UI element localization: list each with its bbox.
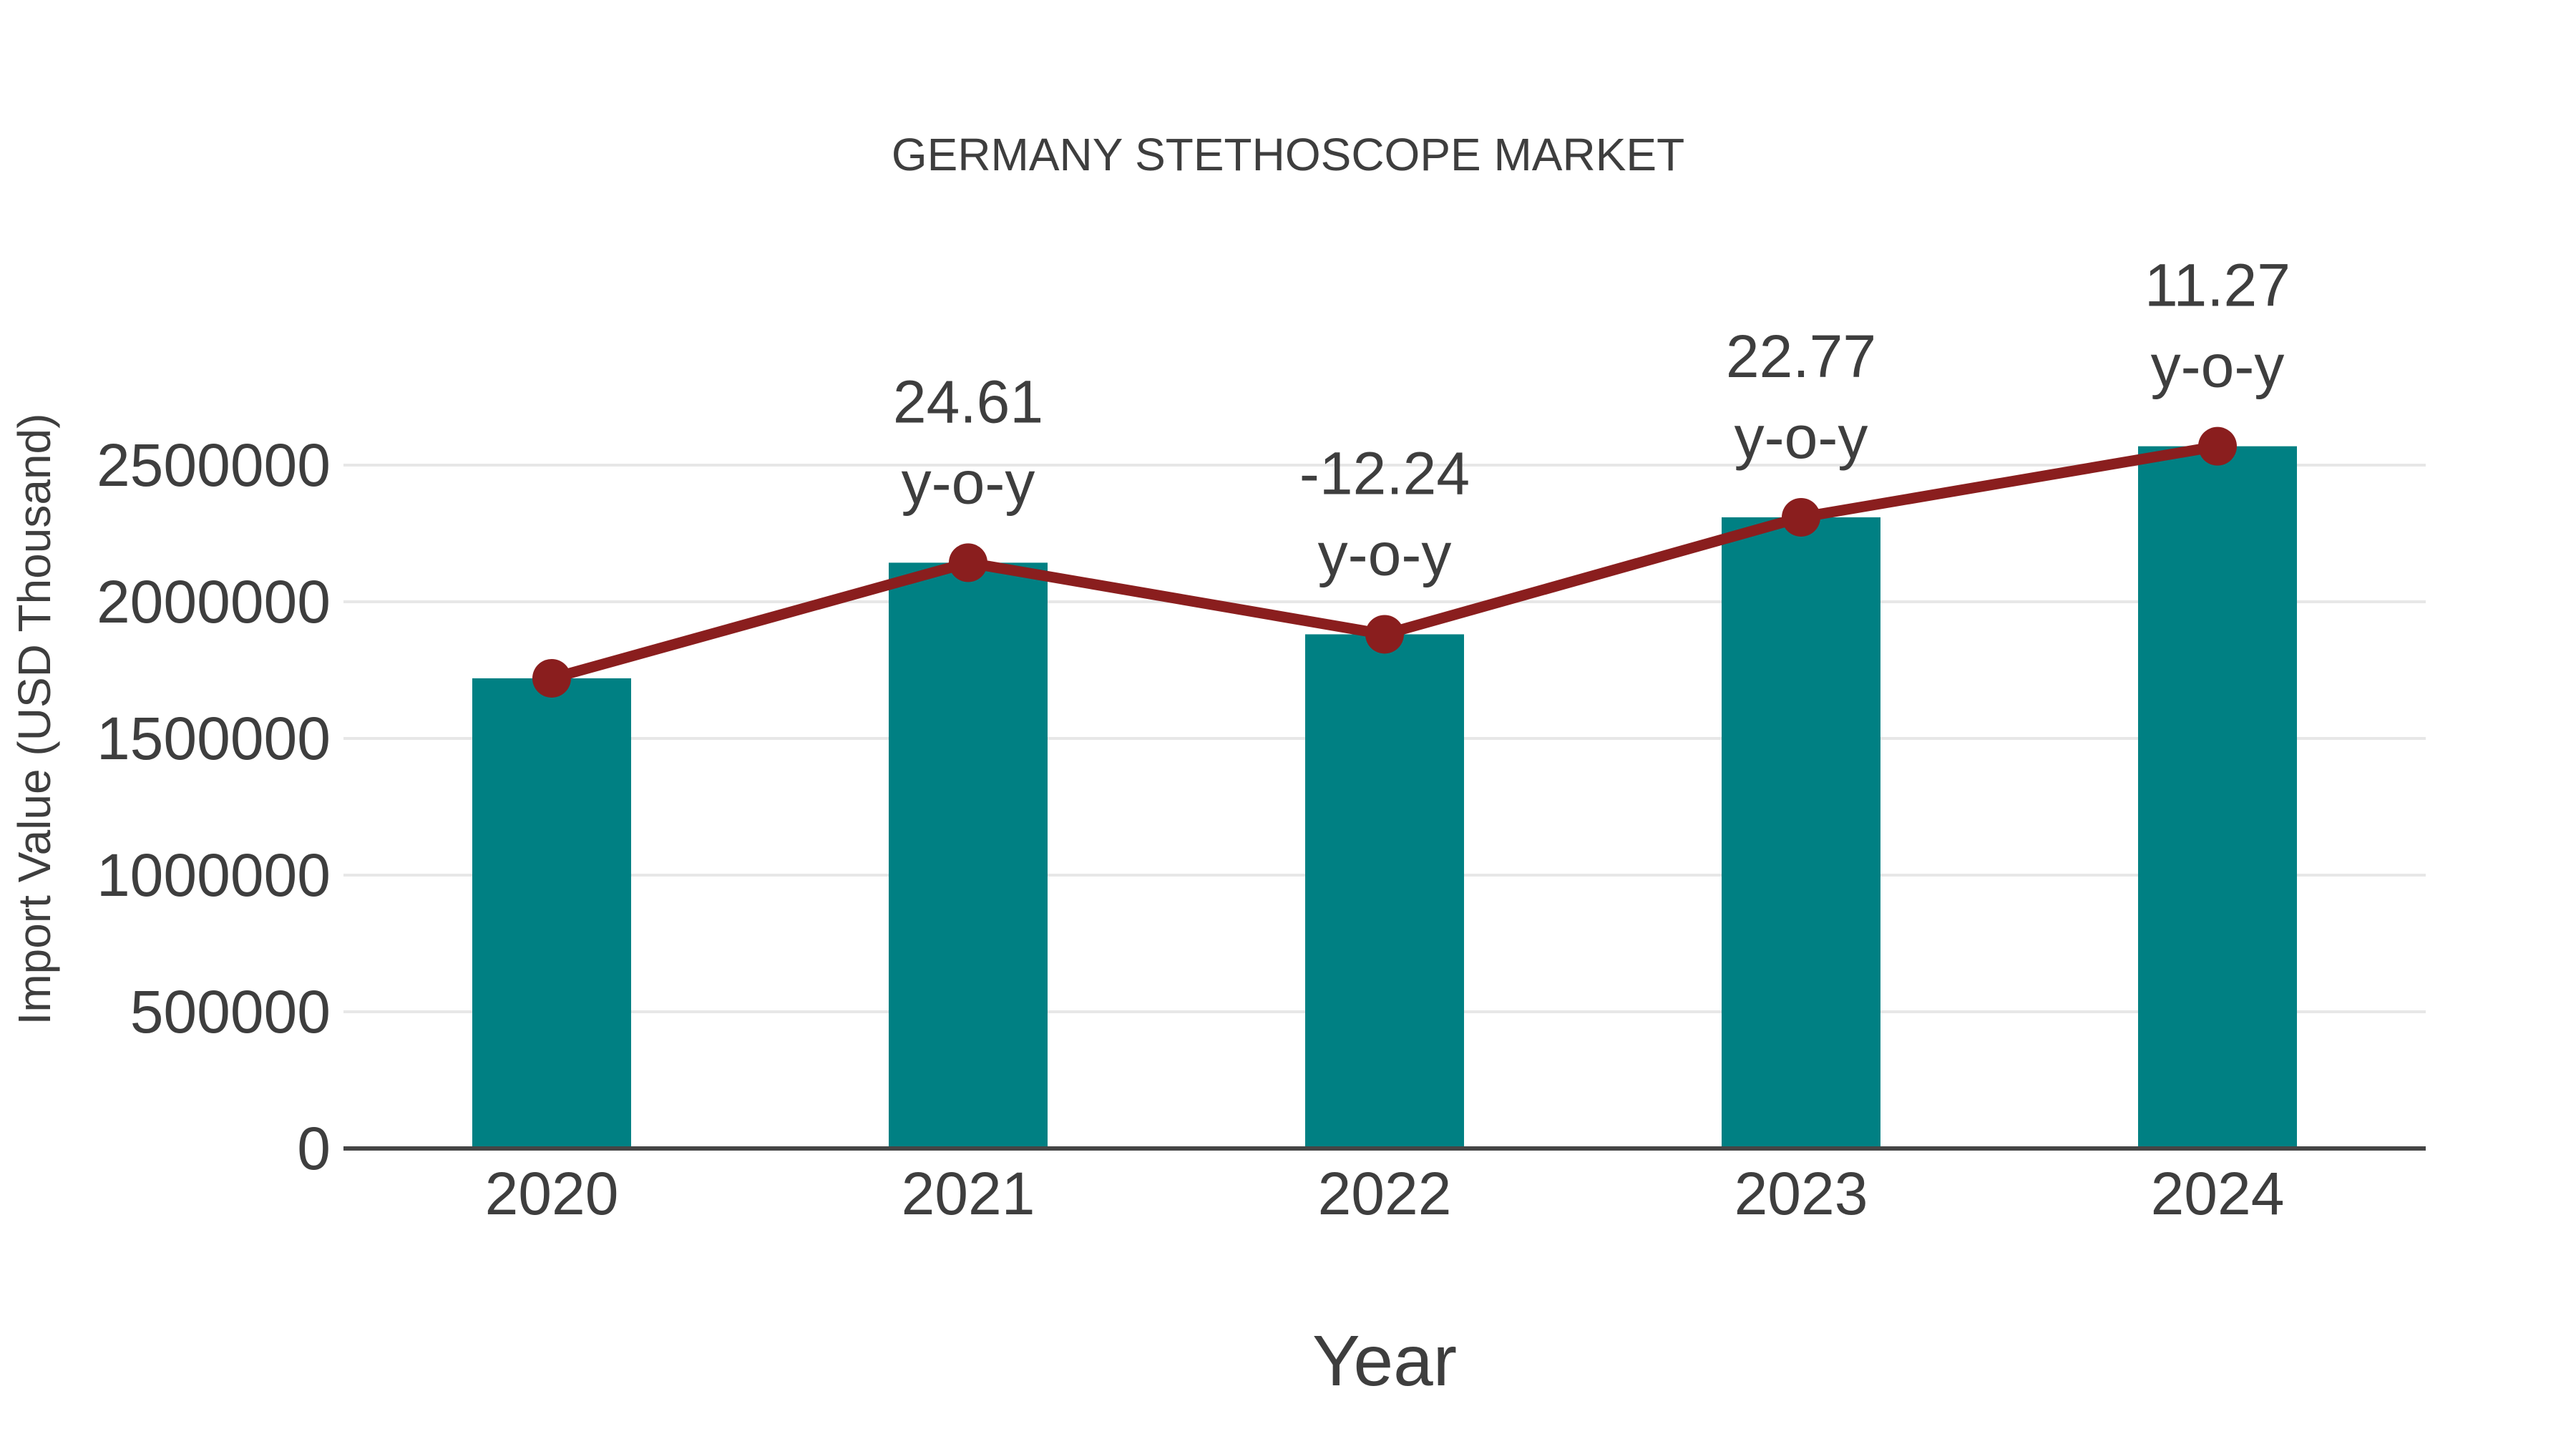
tick-labels-layer: 0 500000 1000000 1500000 2000000 2500000 2020 2… (97, 431, 2284, 1227)
y-tick-label: 1500000 (97, 705, 331, 772)
bar-2023 (1722, 517, 1880, 1148)
annotations-layer: 24.61 y-o-y -12.24 y-o-y 22.77 y-o-y 11.27 y-o-… (893, 252, 2290, 588)
annotation-unit: y-o-y (902, 449, 1035, 516)
x-tick-label: 2024 (2151, 1160, 2285, 1227)
x-axis-title: Year (1312, 1321, 1457, 1401)
chart-title: GERMANY STETHOSCOPE MARKET (892, 129, 1684, 180)
x-tick-label: 2022 (1318, 1160, 1452, 1227)
bar-2022 (1305, 634, 1464, 1148)
bar-2024 (2138, 446, 2297, 1148)
y-tick-label: 2000000 (97, 568, 331, 635)
bar-2020 (472, 678, 631, 1148)
trend-marker-2020 (532, 658, 571, 698)
y-axis-title: Import Value (USD Thousand) (9, 414, 60, 1025)
y-tick-label: 0 (297, 1115, 331, 1182)
x-tick-label: 2020 (485, 1160, 619, 1227)
trend-marker-2021 (949, 543, 987, 582)
annotation-value: 24.61 (893, 368, 1043, 435)
x-tick-label: 2023 (1735, 1160, 1868, 1227)
y-tick-label: 1000000 (97, 841, 331, 909)
trend-marker-2022 (1365, 615, 1404, 654)
y-tick-label: 2500000 (97, 431, 331, 499)
annotation-value: -12.24 (1299, 439, 1470, 507)
y-tick-label: 500000 (130, 978, 331, 1045)
bar-2021 (889, 562, 1048, 1148)
trend-marker-2023 (1782, 497, 1820, 537)
bars-layer (472, 446, 2297, 1148)
annotation-unit: y-o-y (1318, 520, 1452, 587)
annotation-value: 22.77 (1726, 323, 1876, 390)
trend-marker-2024 (2198, 426, 2237, 466)
annotation-unit: y-o-y (2151, 333, 2285, 400)
annotation-value: 11.27 (2145, 252, 2290, 319)
annotation-unit: y-o-y (1735, 404, 1868, 471)
trend-line-layer (532, 426, 2237, 698)
x-tick-label: 2021 (902, 1160, 1035, 1227)
